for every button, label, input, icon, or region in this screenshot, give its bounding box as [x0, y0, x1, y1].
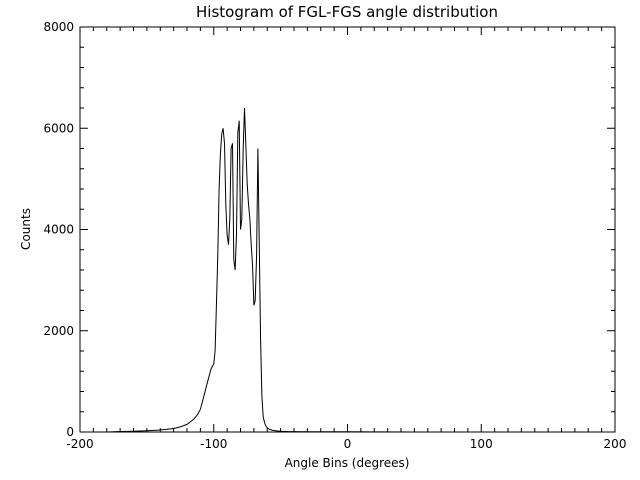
y-tick-label: 2000 [43, 324, 74, 338]
series-line [106, 107, 589, 433]
y-tick-label: 6000 [43, 121, 74, 135]
chart-title: Histogram of FGL-FGS angle distribution [196, 3, 498, 21]
x-axis-label: Angle Bins (degrees) [285, 456, 410, 470]
x-tick-label: 100 [470, 437, 493, 451]
x-tick-label: -100 [200, 437, 227, 451]
x-tick-label: 200 [604, 437, 627, 451]
y-tick-label: 8000 [43, 20, 74, 34]
y-axis-label: Counts [19, 208, 33, 250]
x-tick-label: 0 [344, 437, 352, 451]
y-tick-label: 4000 [43, 223, 74, 237]
x-tick-label: -200 [66, 437, 93, 451]
y-tick-label: 0 [66, 425, 74, 439]
